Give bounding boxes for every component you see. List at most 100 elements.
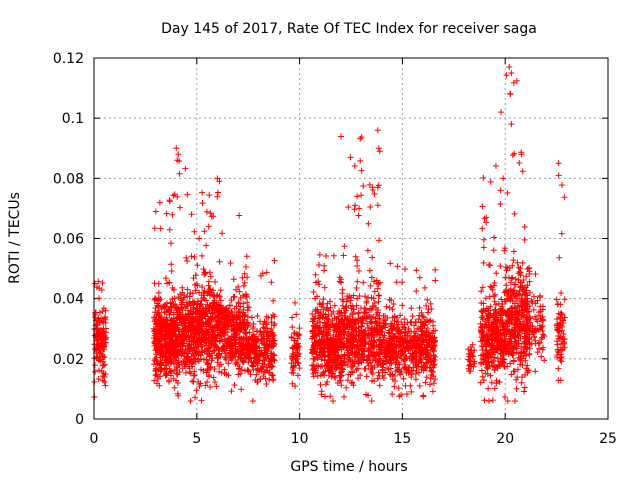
chart-points (91, 64, 568, 404)
data-point (153, 347, 160, 354)
data-point (317, 309, 324, 316)
data-point (365, 352, 372, 359)
data-point (480, 236, 487, 243)
data-point (99, 308, 106, 315)
data-point (294, 335, 301, 342)
data-point (240, 322, 247, 329)
data-point (231, 350, 238, 357)
data-point (211, 347, 218, 354)
data-point (529, 299, 536, 306)
data-point (197, 380, 204, 387)
data-point (208, 357, 215, 364)
data-point (156, 361, 163, 368)
data-point (268, 279, 275, 286)
data-point (558, 182, 565, 189)
data-point (400, 375, 407, 382)
data-point (271, 257, 278, 264)
data-point (321, 352, 328, 359)
data-point (338, 353, 345, 360)
data-point (150, 361, 157, 368)
data-point (319, 313, 326, 320)
data-point (167, 317, 174, 324)
data-point (157, 354, 164, 361)
data-point (349, 358, 356, 365)
data-point (204, 366, 211, 373)
data-point (364, 320, 371, 327)
data-point (323, 336, 330, 343)
data-point (291, 337, 298, 344)
data-point (258, 368, 265, 375)
data-point (375, 280, 382, 287)
data-point (555, 365, 562, 372)
data-point (292, 383, 299, 390)
data-point (342, 313, 349, 320)
data-point (182, 369, 189, 376)
data-point (315, 261, 322, 268)
data-point (240, 306, 247, 313)
data-point (364, 247, 371, 254)
data-point (375, 145, 382, 152)
x-tick-label: 5 (192, 431, 201, 447)
data-point (318, 391, 325, 398)
data-point (327, 393, 334, 400)
data-point (312, 295, 319, 302)
data-point (422, 379, 429, 386)
data-point (360, 315, 367, 322)
data-point (361, 366, 368, 373)
data-point (332, 374, 339, 381)
data-point (221, 345, 228, 352)
data-point (338, 361, 345, 368)
data-point (312, 279, 319, 286)
data-point (310, 318, 317, 325)
data-point (328, 340, 335, 347)
data-point (419, 312, 426, 319)
data-point (328, 368, 335, 375)
data-point (416, 274, 423, 281)
data-point (205, 360, 212, 367)
data-point (375, 298, 382, 305)
data-point (374, 331, 381, 338)
data-point (355, 212, 362, 219)
data-point (154, 328, 161, 335)
data-point (318, 356, 325, 363)
data-point (158, 330, 165, 337)
data-point (350, 306, 357, 313)
data-point (338, 362, 345, 369)
data-point (556, 254, 563, 261)
data-point (294, 372, 301, 379)
data-point (161, 316, 168, 323)
data-point (163, 280, 170, 287)
data-point (363, 298, 370, 305)
data-point (188, 337, 195, 344)
data-point (245, 335, 252, 342)
data-point (355, 375, 362, 382)
data-point (168, 338, 175, 345)
data-point (258, 337, 265, 344)
data-point (242, 263, 249, 270)
data-point (254, 313, 261, 320)
data-point (355, 309, 362, 316)
data-point (554, 301, 561, 308)
data-point (201, 292, 208, 299)
data-point (205, 320, 212, 327)
data-point (201, 313, 208, 320)
data-point (271, 313, 278, 320)
data-point (291, 299, 298, 306)
data-point (369, 326, 376, 333)
data-point (358, 335, 365, 342)
data-point (181, 336, 188, 343)
data-point (375, 292, 382, 299)
data-point (561, 194, 568, 201)
data-point (289, 365, 296, 372)
data-point (265, 369, 272, 376)
data-point (234, 331, 241, 338)
data-point (255, 367, 262, 374)
data-point (351, 354, 358, 361)
data-point (225, 372, 232, 379)
data-point (208, 213, 215, 220)
data-point (261, 357, 268, 364)
data-point (238, 366, 245, 373)
data-point (318, 329, 325, 336)
data-point (367, 366, 374, 373)
data-point (344, 293, 351, 300)
